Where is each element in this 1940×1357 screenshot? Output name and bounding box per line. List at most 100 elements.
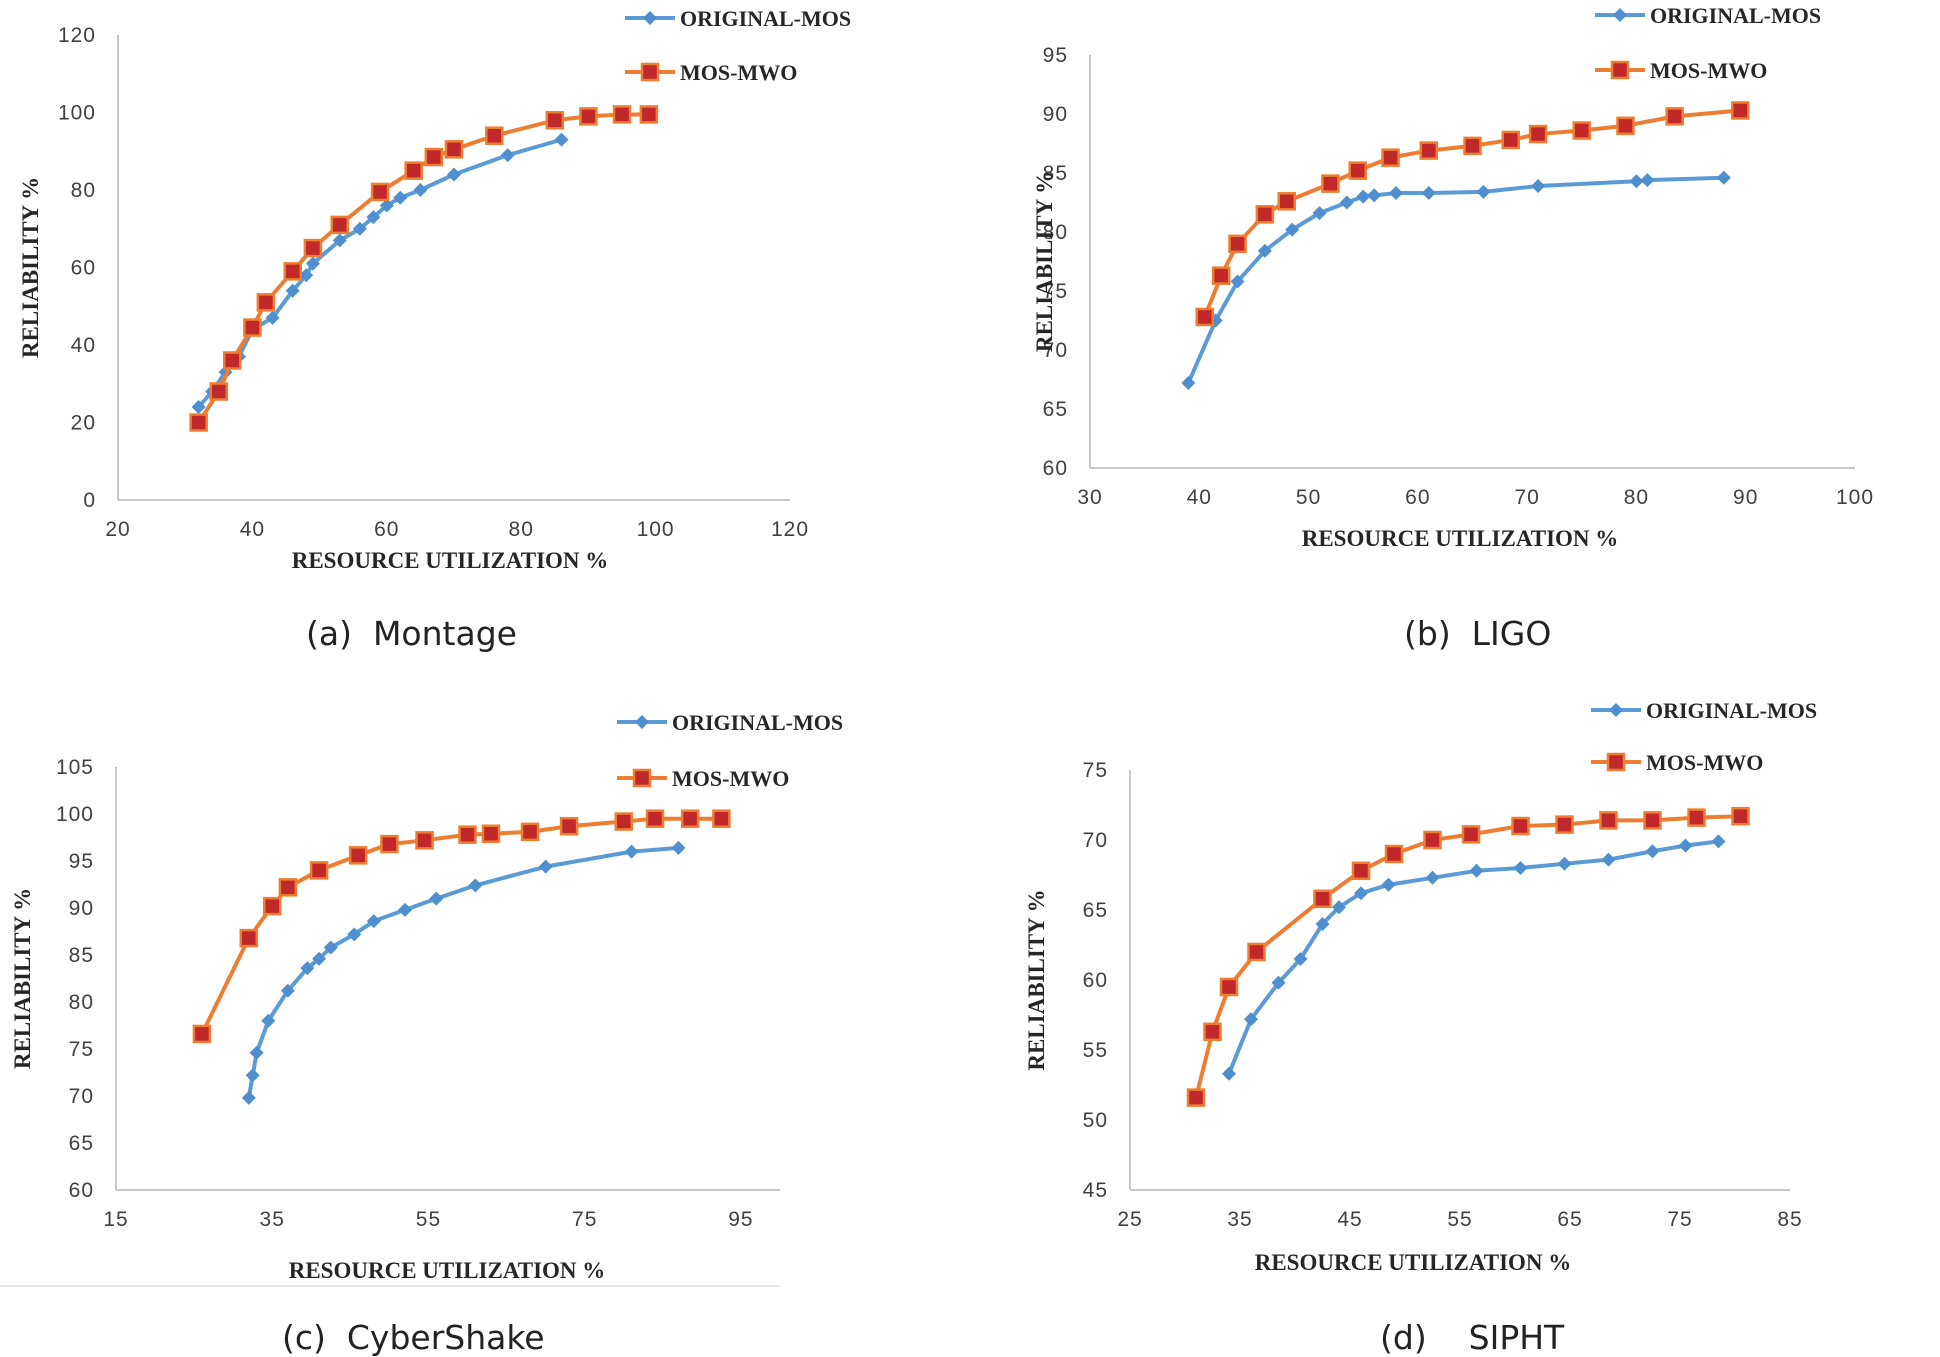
data-point-original-mos: [249, 1045, 264, 1060]
data-point-original-mos: [538, 859, 553, 874]
data-point-mos-mwo: [1321, 174, 1340, 193]
x-tick-label: 100: [1836, 486, 1874, 509]
legend-marker: [1610, 60, 1630, 80]
data-point-original-mos: [671, 840, 686, 855]
x-tick-label: 80: [1624, 486, 1649, 509]
data-point-mos-mwo: [579, 107, 598, 126]
data-point-mos-mwo: [1528, 124, 1548, 144]
legend-label: MOS-MWO: [672, 766, 789, 791]
x-axis-title: RESOURCE UTILIZATION %: [289, 1258, 606, 1283]
x-tick-label: 55: [416, 1208, 441, 1231]
data-point-mos-mwo: [1731, 101, 1750, 120]
data-point-mos-mwo: [404, 161, 423, 180]
x-tick-label: 85: [1777, 1208, 1802, 1231]
y-axis-title: RELIABILITY %: [18, 177, 43, 358]
x-tick-label: 75: [1667, 1208, 1692, 1231]
data-point-original-mos: [413, 183, 428, 197]
data-point-original-mos: [1640, 173, 1655, 188]
data-point-original-mos: [280, 983, 295, 998]
x-tick-label: 60: [374, 518, 399, 541]
data-point-original-mos: [366, 210, 381, 225]
y-tick-label: 40: [71, 334, 96, 357]
data-point-original-mos: [300, 961, 315, 976]
data-point-mos-mwo: [1211, 266, 1231, 285]
legend-label: MOS-MWO: [1646, 750, 1763, 775]
y-tick-label: 75: [1083, 759, 1108, 782]
data-point-mos-mwo: [1313, 889, 1332, 909]
y-tick-label: 55: [1083, 1039, 1108, 1062]
data-point-original-mos: [1531, 178, 1546, 193]
x-tick-label: 80: [509, 518, 534, 541]
data-point-mos-mwo: [1511, 816, 1530, 836]
legend-marker: [1609, 703, 1623, 717]
data-point-mos-mwo: [1186, 1088, 1206, 1107]
data-point-original-mos: [323, 940, 338, 955]
data-point-original-mos: [1557, 856, 1572, 871]
data-point-mos-mwo: [1616, 116, 1635, 136]
data-point-mos-mwo: [283, 262, 302, 281]
x-tick-label: 15: [103, 1208, 128, 1231]
y-tick-label: 70: [69, 1085, 94, 1108]
data-point-original-mos: [447, 167, 461, 182]
data-point-original-mos: [1389, 186, 1403, 201]
data-point-original-mos: [554, 132, 569, 147]
data-point-mos-mwo: [1348, 161, 1367, 180]
y-tick-label: 85: [69, 944, 94, 967]
y-tick-label: 120: [58, 24, 96, 47]
data-point-mos-mwo: [243, 318, 262, 337]
y-tick-label: 90: [69, 897, 94, 920]
legend-label: MOS-MWO: [1650, 58, 1767, 83]
data-point-original-mos: [261, 1013, 276, 1028]
data-point-original-mos: [1421, 186, 1436, 201]
data-point-mos-mwo: [1461, 825, 1481, 844]
data-point-mos-mwo: [1195, 307, 1214, 327]
x-tick-label: 20: [105, 518, 130, 541]
series-line-mos-mwo: [200, 816, 722, 1035]
data-point-mos-mwo: [424, 147, 444, 167]
legend-label: ORIGINAL-MOS: [1646, 698, 1817, 723]
y-tick-label: 60: [1043, 457, 1068, 480]
legend-marker: [632, 768, 652, 788]
data-point-mos-mwo: [520, 822, 540, 842]
data-point-original-mos: [398, 902, 413, 917]
data-point-mos-mwo: [481, 824, 501, 843]
y-tick-label: 95: [69, 850, 94, 873]
chart-sipht: 45 50 55 60 65 70 75 25 35 45 55 65 75 85 RESOURCE UTI…: [1024, 698, 1817, 1275]
data-point-mos-mwo: [559, 816, 579, 836]
data-point-mos-mwo: [1731, 806, 1750, 826]
data-point-mos-mwo: [415, 831, 434, 850]
data-point-mos-mwo: [1643, 811, 1662, 830]
data-point-mos-mwo: [278, 878, 298, 897]
data-point-mos-mwo: [1219, 977, 1239, 997]
y-tick-label: 75: [69, 1038, 94, 1061]
y-tick-label: 50: [1083, 1109, 1108, 1132]
data-point-original-mos: [1312, 206, 1327, 221]
data-point-original-mos: [1716, 170, 1731, 185]
series-line-mos-mwo: [196, 112, 649, 424]
data-point-original-mos: [1476, 184, 1491, 199]
data-point-original-mos: [1629, 174, 1644, 189]
data-point-original-mos: [1222, 1066, 1236, 1081]
data-point-mos-mwo: [1419, 141, 1439, 160]
data-point-mos-mwo: [1255, 205, 1275, 224]
data-point-original-mos: [352, 221, 367, 236]
legend-label: MOS-MWO: [680, 60, 797, 85]
data-point-original-mos: [1230, 274, 1245, 289]
data-point-mos-mwo: [1384, 844, 1404, 864]
data-point-mos-mwo: [222, 351, 242, 370]
data-point-original-mos: [468, 878, 483, 893]
chart-panel-ligo: 60 65 70 75 80 85 90 95 30 40 50 60 70 80 90 100 RESOURC…: [970, 0, 1940, 660]
data-point-original-mos: [1601, 852, 1616, 867]
data-point-mos-mwo: [303, 238, 323, 258]
data-point-original-mos: [1356, 189, 1371, 204]
y-tick-label: 20: [71, 412, 96, 435]
data-point-mos-mwo: [612, 105, 632, 124]
y-tick-label: 60: [69, 1179, 94, 1202]
data-point-original-mos: [1711, 834, 1726, 849]
data-point-mos-mwo: [380, 834, 399, 854]
y-tick-label: 75: [1043, 280, 1068, 303]
series-line-mos-mwo: [1202, 108, 1741, 318]
data-point-mos-mwo: [614, 812, 634, 831]
data-point-original-mos: [429, 891, 444, 906]
data-point-original-mos: [1469, 863, 1484, 878]
